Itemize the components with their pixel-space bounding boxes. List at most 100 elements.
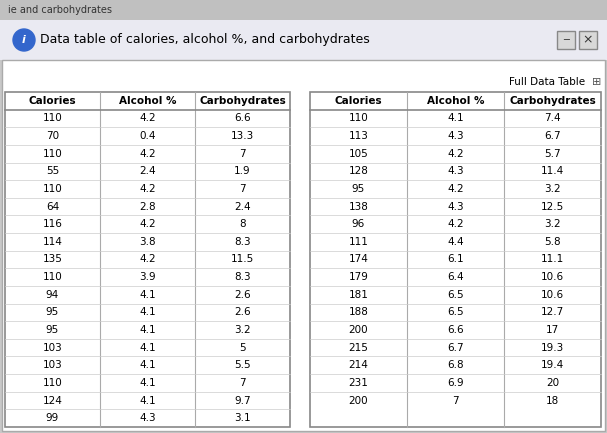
Text: 4.2: 4.2	[139, 113, 156, 123]
Text: 4.3: 4.3	[139, 413, 156, 423]
Text: Data table of calories, alcohol %, and carbohydrates: Data table of calories, alcohol %, and c…	[40, 33, 370, 46]
Text: 113: 113	[348, 131, 368, 141]
Text: 2.6: 2.6	[234, 290, 251, 300]
Text: 4.1: 4.1	[447, 113, 464, 123]
Text: 6.9: 6.9	[447, 378, 464, 388]
Text: 11.5: 11.5	[231, 255, 254, 265]
Text: 4.3: 4.3	[447, 131, 464, 141]
Text: 10.6: 10.6	[541, 290, 564, 300]
Text: 18: 18	[546, 396, 559, 406]
Text: 2.4: 2.4	[234, 202, 251, 212]
Text: 111: 111	[348, 237, 368, 247]
Circle shape	[13, 29, 35, 51]
Text: 10.6: 10.6	[541, 272, 564, 282]
Text: 6.7: 6.7	[544, 131, 561, 141]
Text: 3.2: 3.2	[544, 219, 561, 229]
Text: 4.2: 4.2	[139, 219, 156, 229]
Text: 110: 110	[348, 113, 368, 123]
Text: 8.3: 8.3	[234, 237, 251, 247]
Text: 116: 116	[42, 219, 63, 229]
Text: 4.2: 4.2	[139, 255, 156, 265]
Text: 4.3: 4.3	[447, 202, 464, 212]
Text: 99: 99	[46, 413, 59, 423]
Text: 13.3: 13.3	[231, 131, 254, 141]
Text: 94: 94	[46, 290, 59, 300]
Text: 4.2: 4.2	[447, 149, 464, 159]
Text: 4.4: 4.4	[447, 237, 464, 247]
Bar	[557, 31, 575, 49]
Text: 110: 110	[42, 113, 63, 123]
Text: 8.3: 8.3	[234, 272, 251, 282]
Text: 179: 179	[348, 272, 368, 282]
Text: 6.1: 6.1	[447, 255, 464, 265]
Text: Full Data Table: Full Data Table	[509, 77, 585, 87]
Text: 6.5: 6.5	[447, 307, 464, 317]
Text: 3.2: 3.2	[234, 325, 251, 335]
Text: 128: 128	[348, 166, 368, 176]
Text: 4.1: 4.1	[139, 325, 156, 335]
Text: 70: 70	[46, 131, 59, 141]
Text: 7: 7	[239, 149, 246, 159]
Text: 6.4: 6.4	[447, 272, 464, 282]
Text: 96: 96	[352, 219, 365, 229]
Text: 4.2: 4.2	[447, 184, 464, 194]
Text: i: i	[22, 35, 26, 45]
Text: 200: 200	[348, 325, 368, 335]
Text: 103: 103	[42, 343, 63, 352]
Bar	[5, 92, 290, 427]
Text: 181: 181	[348, 290, 368, 300]
Text: 0.4: 0.4	[139, 131, 156, 141]
Text: ⊞: ⊞	[592, 77, 602, 87]
Text: 64: 64	[46, 202, 59, 212]
Text: 110: 110	[42, 272, 63, 282]
Text: 3.9: 3.9	[139, 272, 156, 282]
Text: 124: 124	[42, 396, 63, 406]
Text: 135: 135	[42, 255, 63, 265]
Text: 20: 20	[546, 378, 559, 388]
Text: 3.1: 3.1	[234, 413, 251, 423]
Text: 8: 8	[239, 219, 246, 229]
Text: 12.7: 12.7	[541, 307, 564, 317]
Text: 231: 231	[348, 378, 368, 388]
Text: 4.2: 4.2	[447, 219, 464, 229]
Text: 9.7: 9.7	[234, 396, 251, 406]
Text: 110: 110	[42, 378, 63, 388]
Text: Carbohydrates: Carbohydrates	[509, 96, 596, 106]
Text: 215: 215	[348, 343, 368, 352]
Text: 110: 110	[42, 149, 63, 159]
Text: 2.4: 2.4	[139, 166, 156, 176]
Bar	[310, 92, 601, 427]
Text: 5.8: 5.8	[544, 237, 561, 247]
Text: 95: 95	[352, 184, 365, 194]
Text: 3.8: 3.8	[139, 237, 156, 247]
Bar	[579, 31, 597, 49]
Text: 174: 174	[348, 255, 368, 265]
Text: 4.1: 4.1	[139, 396, 156, 406]
Text: 7.4: 7.4	[544, 113, 561, 123]
Text: 103: 103	[42, 360, 63, 370]
Text: 17: 17	[546, 325, 559, 335]
Text: 1.9: 1.9	[234, 166, 251, 176]
Text: 4.1: 4.1	[139, 307, 156, 317]
Text: 19.4: 19.4	[541, 360, 564, 370]
Text: 114: 114	[42, 237, 63, 247]
Text: 110: 110	[42, 184, 63, 194]
Bar	[0, 0, 607, 20]
Text: 5: 5	[239, 343, 246, 352]
Text: 3.2: 3.2	[544, 184, 561, 194]
Text: 7: 7	[452, 396, 459, 406]
Text: 11.4: 11.4	[541, 166, 564, 176]
Text: 6.6: 6.6	[234, 113, 251, 123]
Text: 19.3: 19.3	[541, 343, 564, 352]
Text: 188: 188	[348, 307, 368, 317]
Text: Calories: Calories	[334, 96, 382, 106]
Text: Alcohol %: Alcohol %	[427, 96, 484, 106]
Text: 11.1: 11.1	[541, 255, 564, 265]
Text: 4.2: 4.2	[139, 184, 156, 194]
Text: Calories: Calories	[29, 96, 76, 106]
Text: 2.8: 2.8	[139, 202, 156, 212]
Text: 5.7: 5.7	[544, 149, 561, 159]
Text: 6.5: 6.5	[447, 290, 464, 300]
Text: 4.1: 4.1	[139, 290, 156, 300]
Text: 12.5: 12.5	[541, 202, 564, 212]
